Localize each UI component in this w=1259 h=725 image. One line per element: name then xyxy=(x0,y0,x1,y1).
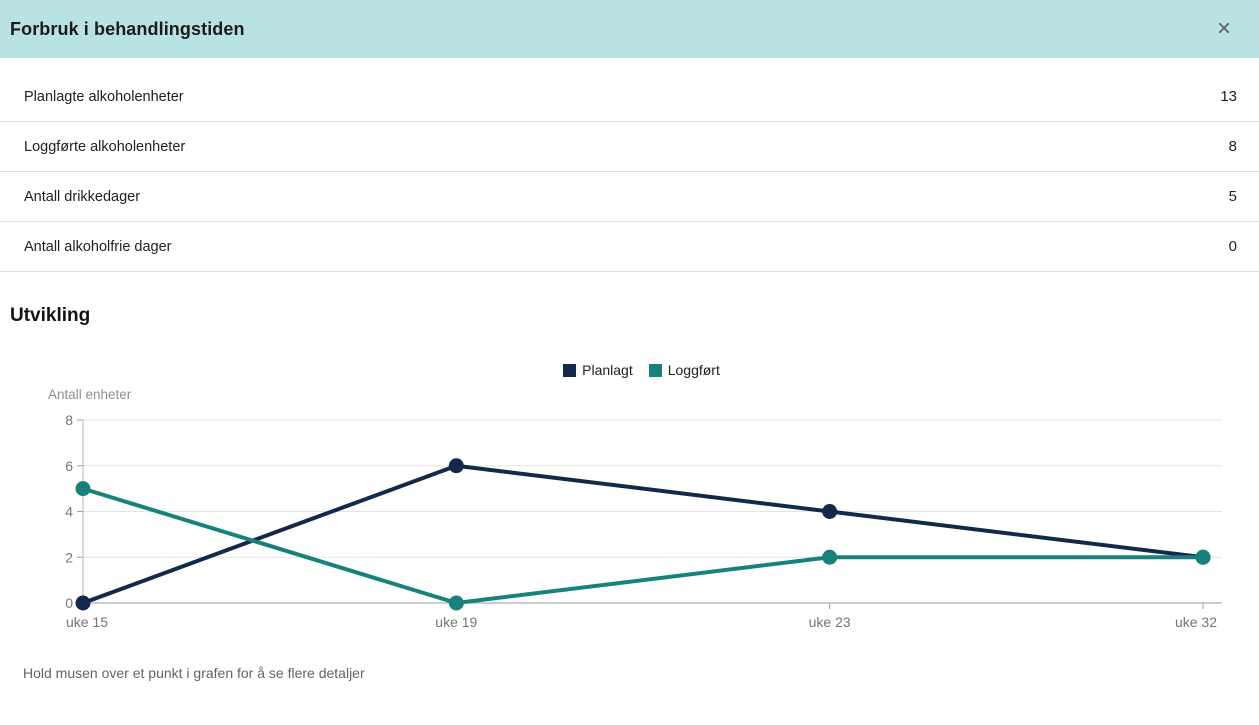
svg-text:6: 6 xyxy=(65,458,73,474)
chart-legend: Planlagt Loggført xyxy=(12,362,1259,378)
stats-table: Planlagte alkoholenheter 13 Loggførte al… xyxy=(0,58,1259,272)
legend-label: Planlagt xyxy=(582,362,633,378)
stat-row: Planlagte alkoholenheter 13 xyxy=(0,72,1259,122)
y-axis-title: Antall enheter xyxy=(48,387,132,402)
legend-item[interactable]: Loggført xyxy=(648,362,720,378)
svg-text:2: 2 xyxy=(65,549,73,565)
svg-text:4: 4 xyxy=(65,504,73,520)
hover-hint-text: Hold musen over et punkt i grafen for å … xyxy=(23,665,365,681)
dialog-header: Forbruk i behandlingstiden × xyxy=(0,0,1259,58)
stat-row: Antall drikkedager 5 xyxy=(0,172,1259,222)
section-title-utvikling: Utvikling xyxy=(10,305,91,326)
svg-text:uke 15: uke 15 xyxy=(66,614,108,630)
svg-text:uke 19: uke 19 xyxy=(435,614,477,630)
close-button[interactable]: × xyxy=(1211,15,1237,43)
svg-text:8: 8 xyxy=(65,412,73,428)
close-icon: × xyxy=(1216,15,1231,42)
stat-label: Loggførte alkoholenheter xyxy=(24,138,186,155)
stat-row: Loggførte alkoholenheter 8 xyxy=(0,122,1259,172)
legend-label: Loggført xyxy=(667,362,720,378)
legend-item[interactable]: Planlagt xyxy=(563,362,633,378)
svg-text:0: 0 xyxy=(65,595,73,611)
svg-text:uke 23: uke 23 xyxy=(809,614,851,630)
line-chart-svg[interactable]: 0 2 4 6 8 uke 15 uke 19 uke 23 uke 32 xyxy=(0,406,1259,646)
stat-row: Antall alkoholfrie dager 0 xyxy=(0,222,1259,272)
svg-text:uke 32: uke 32 xyxy=(1175,614,1217,630)
stat-label: Antall drikkedager xyxy=(24,188,141,205)
stat-value: 0 xyxy=(1228,238,1237,255)
stat-label: Planlagte alkoholenheter xyxy=(24,88,184,105)
stat-value: 8 xyxy=(1228,138,1237,155)
stat-value: 5 xyxy=(1228,188,1237,205)
dialog-title: Forbruk i behandlingstiden xyxy=(10,18,245,39)
stat-label: Antall alkoholfrie dager xyxy=(24,238,172,255)
legend-swatch-icon xyxy=(563,363,577,377)
legend-swatch-icon xyxy=(648,363,662,377)
line-chart[interactable]: 0 2 4 6 8 uke 15 uke 19 uke 23 uke 32 xyxy=(0,406,1259,646)
stat-value: 13 xyxy=(1220,88,1237,105)
